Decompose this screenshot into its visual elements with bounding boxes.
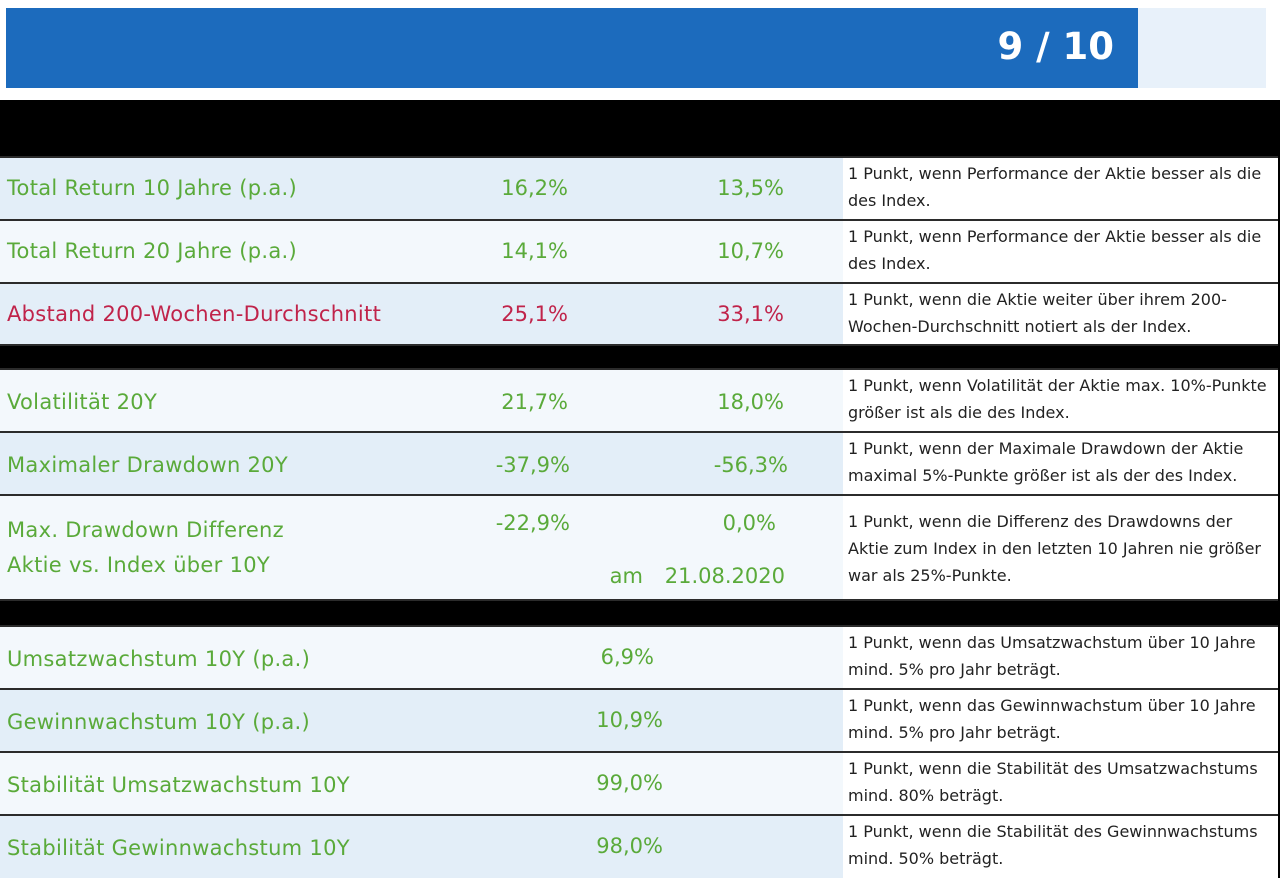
- table-row: Volatilität 20Y 21,7% 18,0% 1 Punkt, wen…: [0, 368, 1280, 431]
- stock-value: 25,1%: [501, 302, 568, 326]
- metric-value: 99,0%: [596, 771, 663, 795]
- stock-value: -22,9%: [495, 511, 570, 535]
- stock-value: 14,1%: [501, 239, 568, 263]
- drawdown-date: 21.08.2020: [664, 564, 785, 588]
- index-value: 33,1%: [717, 302, 784, 326]
- table-row: Max. Drawdown Differenz Aktie vs. Index …: [0, 494, 1280, 601]
- table-row: Maximaler Drawdown 20Y -37,9% -56,3% 1 P…: [0, 431, 1280, 494]
- index-value: 13,5%: [717, 176, 784, 200]
- metric-value: 10,9%: [596, 708, 663, 732]
- metric-label: Umsatzwachstum 10Y (p.a.): [7, 647, 311, 671]
- table-row: Gewinnwachstum 10Y (p.a.) 10,9% 1 Punkt,…: [0, 688, 1280, 751]
- metric-label: Maximaler Drawdown 20Y: [7, 453, 288, 477]
- metric-label-line2: Aktie vs. Index über 10Y: [7, 553, 271, 577]
- index-value: -56,3%: [713, 453, 788, 477]
- table-row: Stabilität Gewinnwachstum 10Y 98,0% 1 Pu…: [0, 814, 1280, 878]
- index-value: 10,7%: [717, 239, 784, 263]
- metric-value: 6,9%: [600, 645, 654, 669]
- table-right-border: [1278, 100, 1280, 878]
- criterion-description: 1 Punkt, wenn das Umsatzwachstum über 10…: [848, 633, 1256, 679]
- criterion-description: 1 Punkt, wenn Volatilität der Aktie max.…: [848, 376, 1267, 422]
- criterion-description: 1 Punkt, wenn Performance der Aktie bess…: [848, 227, 1262, 273]
- drawdown-date-prefix: am: [609, 564, 643, 588]
- table-row: Total Return 20 Jahre (p.a.) 14,1% 10,7%…: [0, 219, 1280, 282]
- stock-value: -37,9%: [495, 453, 570, 477]
- table-row: Abstand 200-Wochen-Durchschnitt 25,1% 33…: [0, 282, 1280, 346]
- stock-value: 21,7%: [501, 390, 568, 414]
- criterion-description: 1 Punkt, wenn Performance der Aktie bess…: [848, 164, 1262, 210]
- criterion-description: 1 Punkt, wenn die Aktie weiter über ihre…: [848, 290, 1227, 336]
- score-header-bar: [6, 8, 1138, 88]
- total-score: 9 / 10: [997, 25, 1114, 68]
- metric-label: Gewinnwachstum 10Y (p.a.): [7, 710, 310, 734]
- metric-label-line1: Max. Drawdown Differenz: [7, 518, 284, 542]
- metric-label: Total Return 20 Jahre (p.a.): [7, 239, 297, 263]
- index-value: 0,0%: [722, 511, 776, 535]
- criterion-description: 1 Punkt, wenn die Stabilität des Umsatzw…: [848, 759, 1258, 805]
- table-row: Umsatzwachstum 10Y (p.a.) 6,9% 1 Punkt, …: [0, 625, 1280, 688]
- metric-value: 98,0%: [596, 834, 663, 858]
- section-header-growth: [0, 601, 1280, 625]
- metric-label: Stabilität Umsatzwachstum 10Y: [7, 773, 350, 797]
- index-value: 18,0%: [717, 390, 784, 414]
- section-header-risk: [0, 346, 1280, 368]
- table-row: Stabilität Umsatzwachstum 10Y 99,0% 1 Pu…: [0, 751, 1280, 814]
- criterion-description: 1 Punkt, wenn der Maximale Drawdown der …: [848, 439, 1244, 485]
- metric-label: Abstand 200-Wochen-Durchschnitt: [7, 302, 382, 326]
- metric-label: Volatilität 20Y: [7, 390, 158, 414]
- score-header-remainder: [1138, 8, 1266, 88]
- criterion-description: 1 Punkt, wenn das Gewinnwachstum über 10…: [848, 696, 1256, 742]
- criterion-description: 1 Punkt, wenn die Stabilität des Gewinnw…: [848, 822, 1258, 868]
- stock-value: 16,2%: [501, 176, 568, 200]
- section-header-performance: [0, 100, 1280, 156]
- metric-label: Total Return 10 Jahre (p.a.): [7, 176, 297, 200]
- criterion-description: 1 Punkt, wenn die Differenz des Drawdown…: [848, 512, 1261, 585]
- table-row: Total Return 10 Jahre (p.a.) 16,2% 13,5%…: [0, 156, 1280, 219]
- metric-label: Stabilität Gewinnwachstum 10Y: [7, 836, 350, 860]
